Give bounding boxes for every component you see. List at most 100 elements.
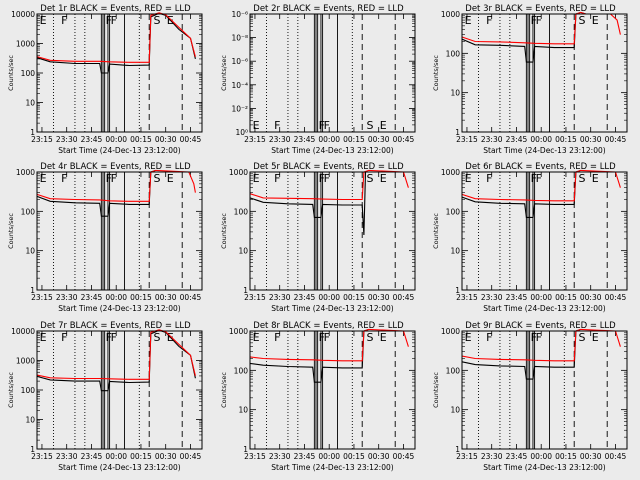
lld-series-line bbox=[36, 169, 196, 202]
x-tick-label: 23:45 bbox=[294, 135, 316, 144]
lld-series-line bbox=[461, 169, 621, 202]
x-tick-label: 00:45 bbox=[605, 452, 627, 461]
x-tick-label: 00:00 bbox=[105, 452, 127, 461]
panel-det-9: Det 9r BLACK = Events, RED = LLD Counts/s… bbox=[432, 321, 628, 472]
event-marker-label: F bbox=[319, 119, 325, 132]
event-marker-label: E bbox=[40, 172, 47, 185]
plot-frame bbox=[36, 171, 203, 291]
x-tick-label: 23:30 bbox=[481, 452, 503, 461]
x-tick-label: 23:45 bbox=[294, 293, 316, 302]
event-marker-label: F bbox=[319, 172, 325, 185]
y-axis-label: Counts/sec bbox=[432, 213, 440, 249]
event-marker-label: F bbox=[61, 14, 67, 27]
event-marker-label: F bbox=[61, 172, 67, 185]
y-tick-label: 1 bbox=[455, 286, 460, 295]
x-tick-label: 00:15 bbox=[555, 452, 577, 461]
y-axis-label: Counts/sec bbox=[432, 372, 440, 408]
event-marker-label: F bbox=[324, 172, 330, 185]
event-marker-label: E bbox=[167, 172, 174, 185]
x-tick-label: 23:30 bbox=[56, 293, 78, 302]
x-tick-label: 23:30 bbox=[56, 452, 78, 461]
event-marker-label: F bbox=[531, 172, 537, 185]
x-tick-label: 23:30 bbox=[56, 135, 78, 144]
x-tick-label: 00:00 bbox=[318, 293, 340, 302]
x-tick-label: 23:15 bbox=[244, 293, 266, 302]
panel-title: Det 9r BLACK = Events, RED = LLD bbox=[465, 321, 616, 331]
y-tick-label: 10000 bbox=[11, 10, 35, 19]
x-tick-label: 23:15 bbox=[244, 452, 266, 461]
event-marker-label: F bbox=[274, 331, 280, 344]
event-marker-label: F bbox=[324, 119, 330, 132]
event-marker-label: S bbox=[367, 172, 374, 185]
panel-det-3: Det 3r BLACK = Events, RED = LLD Counts/s… bbox=[432, 4, 628, 155]
x-tick-label: 00:30 bbox=[580, 293, 602, 302]
event-marker-label: E bbox=[40, 14, 47, 27]
y-tick-label: 1 bbox=[30, 286, 35, 295]
panel-title: Det 5r BLACK = Events, RED = LLD bbox=[253, 162, 404, 172]
x-tick-label: 00:00 bbox=[318, 135, 340, 144]
x-tick-label: 23:45 bbox=[506, 452, 528, 461]
x-tick-label: 00:30 bbox=[368, 135, 390, 144]
event-marker-label: E bbox=[592, 331, 599, 344]
x-tick-label: 00:15 bbox=[555, 293, 577, 302]
y-tick-label: 10⁻⁶ bbox=[231, 10, 248, 19]
y-tick-label: 1 bbox=[30, 128, 35, 137]
x-tick-label: 23:45 bbox=[294, 452, 316, 461]
event-marker-label: S bbox=[154, 331, 161, 344]
events-series-line bbox=[249, 171, 367, 236]
event-marker-label: F bbox=[536, 331, 542, 344]
event-marker-label: F bbox=[106, 172, 112, 185]
x-tick-label: 23:15 bbox=[456, 452, 478, 461]
x-tick-label: 00:45 bbox=[180, 452, 202, 461]
y-tick-label: 10 bbox=[450, 247, 460, 256]
lld-series-line bbox=[249, 169, 409, 201]
event-marker-label: E bbox=[465, 14, 472, 27]
lld-series-line bbox=[461, 328, 621, 362]
x-tick-label: 23:15 bbox=[31, 293, 53, 302]
plot-frame bbox=[249, 171, 416, 291]
y-tick-label: 1 bbox=[243, 286, 248, 295]
event-marker-label: F bbox=[319, 331, 325, 344]
x-tick-label: 23:15 bbox=[456, 135, 478, 144]
panel-title: Det 6r BLACK = Events, RED = LLD bbox=[465, 162, 616, 172]
y-tick-label: 10 bbox=[450, 406, 460, 415]
event-marker-label: E bbox=[253, 119, 260, 132]
x-tick-label: 00:15 bbox=[343, 135, 365, 144]
y-tick-label: 100 bbox=[234, 207, 249, 216]
event-marker-label: E bbox=[592, 14, 599, 27]
y-axis-label: Counts/sec bbox=[220, 213, 228, 249]
event-marker-label: F bbox=[486, 14, 492, 27]
y-tick-label: 1 bbox=[455, 128, 460, 137]
panel-det-2: Det 2r BLACK = Events, RED = LLD Counts/s… bbox=[220, 4, 416, 155]
panel-title: Det 7r BLACK = Events, RED = LLD bbox=[40, 321, 191, 331]
y-tick-label: 100 bbox=[234, 366, 249, 375]
y-tick-label: 1000 bbox=[441, 327, 460, 336]
panel-det-5: Det 5r BLACK = Events, RED = LLD Counts/s… bbox=[220, 162, 416, 313]
event-marker-label: E bbox=[40, 331, 47, 344]
event-marker-label: F bbox=[324, 331, 330, 344]
x-tick-label: 23:30 bbox=[481, 293, 503, 302]
y-tick-label: 10⁻² bbox=[231, 104, 248, 113]
panel-det-4: Det 4r BLACK = Events, RED = LLD Counts/s… bbox=[7, 162, 203, 313]
x-tick-label: 00:30 bbox=[155, 293, 177, 302]
x-tick-label: 00:30 bbox=[580, 135, 602, 144]
x-tick-label: 23:45 bbox=[81, 293, 103, 302]
x-tick-label: 00:00 bbox=[105, 293, 127, 302]
x-axis-label: Start Time (24-Dec-13 23:12:00) bbox=[271, 146, 393, 155]
event-marker-label: E bbox=[253, 172, 260, 185]
x-tick-label: 00:45 bbox=[605, 293, 627, 302]
plot-frame bbox=[249, 330, 416, 450]
y-tick-label: 10⁰ bbox=[235, 128, 248, 137]
x-tick-label: 23:30 bbox=[269, 452, 291, 461]
x-tick-label: 00:45 bbox=[393, 293, 415, 302]
plot-frame bbox=[36, 330, 203, 450]
y-axis-label: Counts/sec bbox=[220, 372, 228, 408]
panel-title: Det 8r BLACK = Events, RED = LLD bbox=[253, 321, 404, 331]
x-tick-label: 00:15 bbox=[343, 452, 365, 461]
y-tick-label: 1 bbox=[455, 445, 460, 454]
x-tick-label: 00:30 bbox=[155, 452, 177, 461]
x-tick-label: 23:30 bbox=[269, 135, 291, 144]
y-tick-label: 1 bbox=[30, 445, 35, 454]
panel-det-8: Det 8r BLACK = Events, RED = LLD Counts/s… bbox=[220, 321, 416, 472]
plot-frame bbox=[36, 13, 203, 133]
